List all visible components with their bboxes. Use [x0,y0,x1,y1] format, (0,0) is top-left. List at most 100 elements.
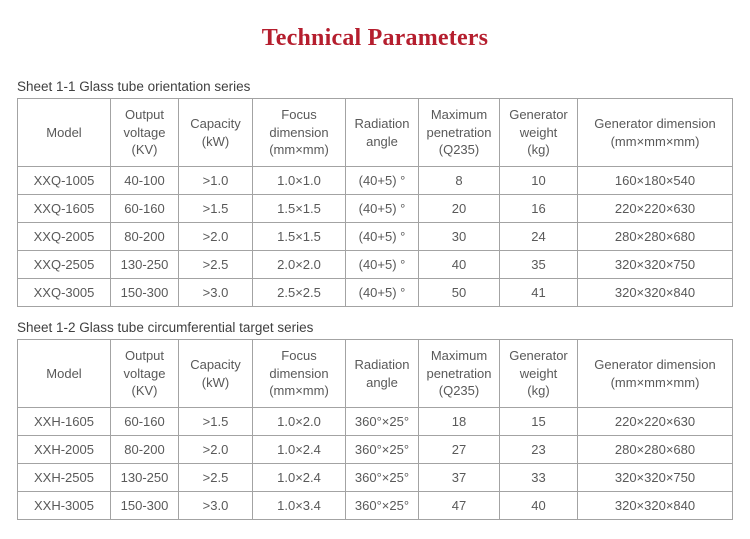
table-cell: 1.0×2.4 [252,435,346,464]
table-row: XXQ-1005 40-100 >1.0 1.0×1.0 (40+5) ° 8 10 160×… [17,166,733,195]
table-cell: 150-300 [110,278,179,307]
table-row: XXQ-2505 130-250 >2.5 2.0×2.0 (40+5) ° 40 35 32… [17,250,733,279]
glass-tube-circumferential-target-series-table: Model Output voltage (KV) Capacity (kW) Foc… [17,339,733,520]
column-header: Capacity (kW) [178,339,253,408]
table-cell: 320×320×840 [577,278,733,307]
table-row: XXQ-1605 60-160 >1.5 1.5×1.5 (40+5) ° 20 16 220… [17,194,733,223]
table-cell: 160×180×540 [577,166,733,195]
table-cell: 2.0×2.0 [252,250,346,279]
column-header: Maximum penetration (Q235) [418,339,500,408]
column-header: Output voltage (KV) [110,98,179,167]
glass-tube-orientation-series-table: Model Output voltage (KV) Capacity (kW) Foc… [17,98,733,307]
table-cell: >3.0 [178,278,253,307]
table-header: Model Output voltage (KV) Capacity (kW) Foc… [17,98,733,167]
table-cell: 40 [499,491,578,520]
table-cell: 27 [418,435,500,464]
model-cell: XXH-2505 [17,463,111,492]
table-cell: 8 [418,166,500,195]
table-cell: >3.0 [178,491,253,520]
table-cell: 320×320×750 [577,463,733,492]
table-cell: 60-160 [110,194,179,223]
table-cell: 1.5×1.5 [252,222,346,251]
table-row: XXQ-2005 80-200 >2.0 1.5×1.5 (40+5) ° 30 24 280… [17,222,733,251]
header-row: Model Output voltage (KV) Capacity (kW) Foc… [17,98,733,167]
model-cell: XXQ-2505 [17,250,111,279]
table-cell: >1.5 [178,407,253,436]
table-cell: 33 [499,463,578,492]
table-cell: 360°×25° [345,463,419,492]
column-header: Output voltage (KV) [110,339,179,408]
table-cell: 80-200 [110,222,179,251]
table-cell: 23 [499,435,578,464]
table-cell: 1.5×1.5 [252,194,346,223]
model-cell: XXH-1605 [17,407,111,436]
table-row: XXH-3005 150-300 >3.0 1.0×3.4 360°×25° 47 40 32… [17,491,733,520]
table-cell: 280×280×680 [577,222,733,251]
table-cell: 20 [418,194,500,223]
table-caption-sheet-1-2: Sheet 1-2 Glass tube circumferential tar… [17,320,314,335]
table-cell: (40+5) ° [345,222,419,251]
table-cell: 1.0×1.0 [252,166,346,195]
column-header: Maximum penetration (Q235) [418,98,500,167]
table-cell: 18 [418,407,500,436]
table-cell: 80-200 [110,435,179,464]
model-cell: XXQ-1005 [17,166,111,195]
table-cell: 320×320×750 [577,250,733,279]
table-caption-sheet-1-1: Sheet 1-1 Glass tube orientation series [17,79,251,94]
table-cell: 40 [418,250,500,279]
column-header: Model [17,98,111,167]
table-cell: 1.0×2.0 [252,407,346,436]
column-header: Focus dimension (mm×mm) [252,98,346,167]
table-cell: (40+5) ° [345,166,419,195]
table-cell: 1.0×3.4 [252,491,346,520]
table-row: XXH-2505 130-250 >2.5 1.0×2.4 360°×25° 37 33 32… [17,463,733,492]
table-cell: 150-300 [110,491,179,520]
column-header: Radiation angle [345,98,419,167]
column-header: Capacity (kW) [178,98,253,167]
table-row: XXQ-3005 150-300 >3.0 2.5×2.5 (40+5) ° 50 41 32… [17,278,733,307]
table-cell: 47 [418,491,500,520]
table-row: XXH-2005 80-200 >2.0 1.0×2.4 360°×25° 27 23 280… [17,435,733,464]
table-cell: 220×220×630 [577,194,733,223]
table-cell: 2.5×2.5 [252,278,346,307]
model-cell: XXQ-1605 [17,194,111,223]
table-cell: (40+5) ° [345,194,419,223]
table-cell: 30 [418,222,500,251]
table-cell: 37 [418,463,500,492]
model-cell: XXQ-3005 [17,278,111,307]
table-body: XXH-1605 60-160 >1.5 1.0×2.0 360°×25° 18 15 220… [17,407,733,520]
table-cell: >1.0 [178,166,253,195]
table-cell: 50 [418,278,500,307]
table-cell: 130-250 [110,463,179,492]
table-cell: 15 [499,407,578,436]
table-cell: >2.5 [178,463,253,492]
table-cell: 360°×25° [345,435,419,464]
column-header: Model [17,339,111,408]
column-header: Generator dimension (mm×mm×mm) [577,98,733,167]
table-cell: >1.5 [178,194,253,223]
table-cell: 320×320×840 [577,491,733,520]
table-cell: 41 [499,278,578,307]
page-title: Technical Parameters [261,25,489,51]
table-cell: (40+5) ° [345,278,419,307]
table-row: XXH-1605 60-160 >1.5 1.0×2.0 360°×25° 18 15 220… [17,407,733,436]
column-header: Generator dimension (mm×mm×mm) [577,339,733,408]
column-header: Focus dimension (mm×mm) [252,339,346,408]
column-header: Generator weight (kg) [499,98,578,167]
header-row: Model Output voltage (KV) Capacity (kW) Foc… [17,339,733,408]
table-cell: 130-250 [110,250,179,279]
table-header: Model Output voltage (KV) Capacity (kW) Foc… [17,339,733,408]
table-cell: 360°×25° [345,491,419,520]
table-cell: 10 [499,166,578,195]
table-cell: 24 [499,222,578,251]
table-cell: 1.0×2.4 [252,463,346,492]
table-cell: (40+5) ° [345,250,419,279]
table-cell: 60-160 [110,407,179,436]
column-header: Generator weight (kg) [499,339,578,408]
model-cell: XXH-3005 [17,491,111,520]
table-cell: >2.0 [178,435,253,464]
model-cell: XXQ-2005 [17,222,111,251]
table-cell: 280×280×680 [577,435,733,464]
column-header: Radiation angle [345,339,419,408]
